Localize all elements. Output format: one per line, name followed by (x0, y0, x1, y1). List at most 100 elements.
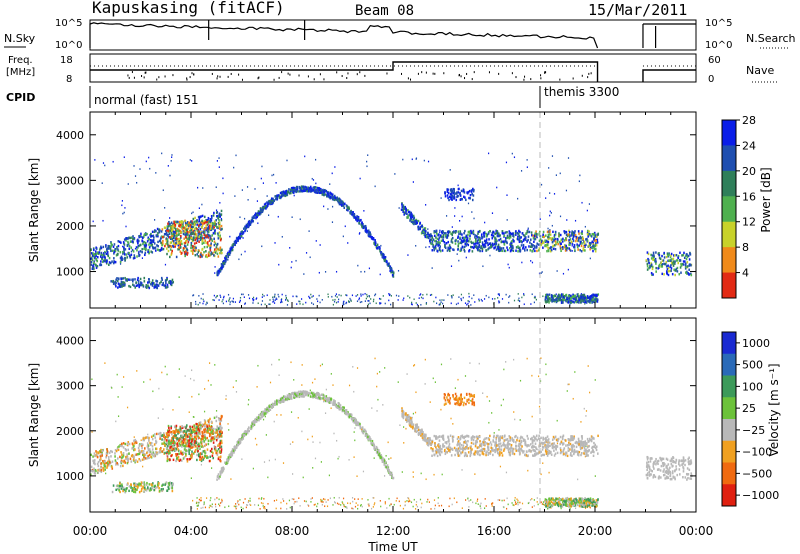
echo-cell (458, 296, 460, 298)
echo-cell (560, 238, 563, 241)
echo-cell (526, 166, 528, 169)
echo-cell (681, 254, 683, 257)
echo-cell (187, 240, 190, 244)
echo-cell (275, 196, 278, 199)
echo-cell (216, 437, 219, 440)
echo-cell (145, 286, 148, 289)
echo-cell (211, 438, 214, 442)
echo-cell (137, 239, 140, 243)
echo-cell (213, 226, 215, 229)
echo-cell (595, 293, 597, 296)
echo-cell (513, 299, 516, 302)
echo-cell (95, 266, 98, 269)
echo-cell (286, 159, 288, 162)
echo-cell (425, 302, 428, 304)
echo-cell (594, 247, 597, 251)
echo-cell (215, 246, 218, 249)
echo-cell (581, 237, 584, 240)
echo-cell (186, 435, 188, 439)
echo-cell (562, 297, 564, 300)
echo-cell (166, 434, 169, 437)
echo-cell (209, 254, 211, 257)
echo-cell (210, 251, 213, 254)
echo-cell (571, 242, 574, 245)
echo-cell (518, 238, 520, 241)
echo-cell (143, 280, 146, 283)
echo-cell (115, 285, 117, 288)
echo-cell (114, 452, 116, 455)
echo-cell (97, 451, 100, 454)
echo-cell (211, 224, 214, 227)
echo-cell (333, 198, 336, 202)
echo-cell (672, 261, 674, 265)
echo-cell (648, 261, 650, 265)
nave-dot (191, 72, 193, 75)
echo-cell (262, 209, 264, 212)
echo-cell (265, 207, 267, 210)
echo-cell (174, 220, 177, 224)
echo-cell (594, 294, 596, 297)
echo-cell (122, 241, 125, 244)
echo-cell (139, 243, 142, 247)
echo-cell (478, 238, 481, 241)
station-title: Kapuskasing (fitACF) (92, 0, 285, 17)
echo-cell (178, 230, 180, 233)
echo-cell (487, 243, 489, 247)
echo-cell (182, 226, 185, 229)
echo-cell (187, 233, 189, 237)
echo-cell (462, 296, 464, 299)
echo-cell (180, 459, 183, 462)
echo-cell (684, 267, 687, 270)
echo-cell (112, 484, 115, 487)
velocity-data (90, 357, 693, 510)
echo-cell (106, 450, 109, 453)
echo-cell (555, 174, 557, 176)
echo-cell (448, 198, 450, 202)
echo-cell (460, 247, 462, 250)
echo-cell (152, 234, 155, 237)
echo-cell (688, 268, 690, 271)
echo-cell (215, 415, 218, 419)
echo-cell (194, 433, 196, 437)
echo-cell (390, 268, 392, 271)
echo-cell (290, 191, 292, 195)
echo-cell (211, 427, 214, 430)
echo-cell (453, 248, 455, 252)
echo-cell (97, 460, 100, 464)
echo-cell (155, 235, 158, 238)
echo-cell (194, 223, 196, 226)
echo-cell (284, 193, 287, 196)
nave-dot (189, 76, 191, 79)
echo-cell (544, 300, 547, 303)
echo-cell (533, 296, 536, 299)
echo-cell (169, 241, 172, 244)
echo-cell (256, 200, 259, 202)
echo-cell (272, 201, 275, 204)
echo-cell (435, 243, 438, 246)
echo-cell (193, 437, 195, 441)
echo-cell (474, 234, 476, 237)
echo-cell (177, 220, 179, 224)
echo-cell (261, 296, 263, 298)
echo-cell (352, 211, 354, 214)
echo-cell (571, 231, 574, 235)
echo-cell (219, 430, 221, 433)
echo-cell (526, 248, 528, 252)
echo-cell (210, 227, 212, 230)
echo-cell (154, 433, 156, 436)
echo-cell (312, 179, 315, 181)
echo-cell (115, 488, 117, 492)
echo-cell (210, 450, 213, 454)
echo-cell (210, 439, 212, 443)
echo-cell (594, 238, 597, 242)
echo-cell (200, 234, 203, 238)
echo-cell (168, 449, 171, 453)
echo-cell (568, 235, 571, 238)
echo-cell (575, 300, 577, 304)
echo-cell (192, 452, 195, 455)
echo-cell (468, 250, 470, 253)
echo-cell (194, 249, 196, 253)
echo-cell (519, 246, 521, 250)
echo-cell (114, 283, 117, 286)
echo-cell (208, 424, 210, 428)
